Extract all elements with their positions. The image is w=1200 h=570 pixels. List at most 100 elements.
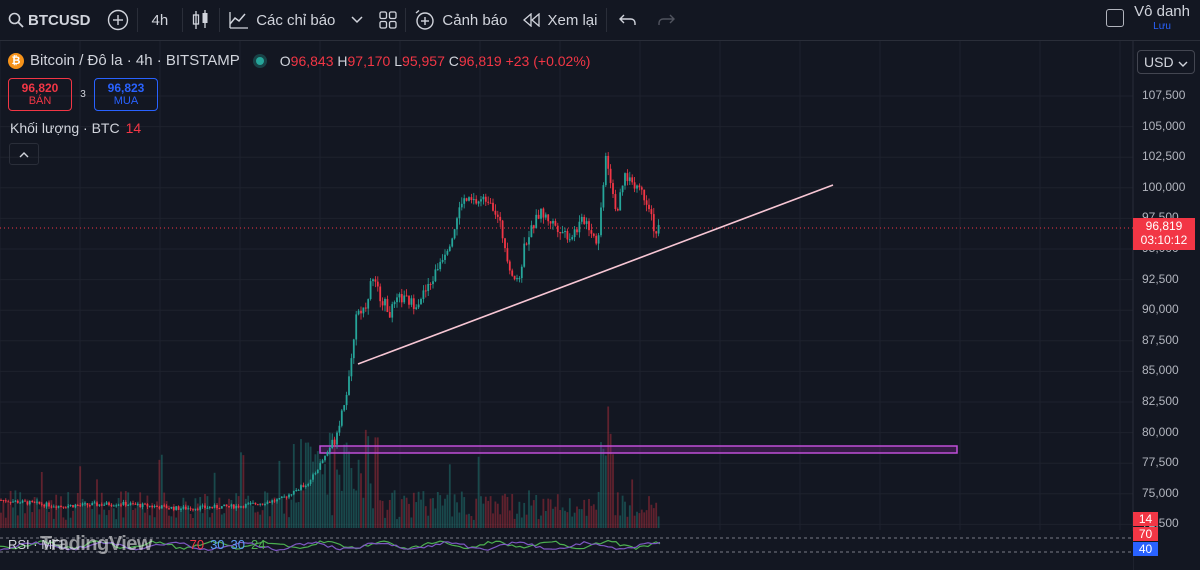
candle-body	[57, 505, 60, 508]
candle-body	[422, 290, 425, 299]
candle-body	[290, 494, 293, 496]
volume-bar	[439, 495, 442, 528]
volume-bar	[74, 503, 77, 528]
volume-bar	[362, 497, 365, 528]
volume-bar	[573, 512, 576, 528]
volume-bar	[496, 503, 499, 528]
volume-bar	[444, 498, 446, 528]
volume-bar	[283, 513, 286, 528]
redo-button[interactable]	[649, 0, 683, 40]
collapse-legend-button[interactable]	[9, 143, 39, 165]
candle-body	[141, 503, 144, 508]
volume-bar	[38, 509, 41, 528]
candle-body	[501, 220, 504, 239]
compare-button[interactable]	[99, 0, 137, 40]
candle-body	[266, 501, 269, 505]
candle-body	[69, 505, 72, 507]
volume-bar	[256, 511, 259, 528]
candle-body	[283, 496, 286, 498]
volume-bar	[264, 491, 266, 528]
candle-body	[16, 500, 19, 503]
volume-legend[interactable]: Khối lượng · BTC 14	[10, 120, 141, 136]
interval-button[interactable]: 4h	[151, 11, 169, 29]
volume-bar	[544, 510, 547, 528]
volume-bar	[105, 515, 108, 528]
layout-checkbox[interactable]	[1106, 8, 1125, 27]
candle-body	[412, 298, 415, 309]
symbol-label: BTCUSD	[28, 11, 91, 29]
bar-countdown: 03:10:12	[1140, 233, 1188, 247]
volume-bar	[556, 494, 559, 528]
toolbar-divider	[136, 8, 138, 32]
candle-body	[33, 501, 36, 503]
volume-bar	[530, 505, 533, 528]
volume-bar	[592, 504, 595, 528]
volume-bar	[100, 492, 103, 528]
chart-type-button[interactable]	[183, 0, 219, 40]
symbol-search[interactable]: BTCUSD	[0, 0, 99, 40]
candlestick-icon	[191, 9, 211, 31]
candle-body	[4, 500, 7, 502]
candle-body	[235, 505, 238, 509]
candle-body	[585, 221, 588, 224]
replay-button[interactable]: Xem lại	[515, 0, 605, 40]
candle-body	[40, 503, 43, 505]
candle-body	[189, 508, 192, 510]
candle-body	[643, 189, 646, 201]
volume-bar	[345, 442, 348, 528]
candle-body	[528, 237, 530, 245]
candle-body	[489, 202, 492, 204]
indicators-button[interactable]: Các chỉ báo	[220, 0, 343, 40]
buy-button[interactable]: 96,823 MUA	[94, 78, 158, 111]
save-button[interactable]: Vô danh Lưu	[1134, 3, 1190, 31]
candle-body	[652, 214, 655, 232]
volume-bar	[336, 469, 338, 528]
undo-button[interactable]	[607, 0, 649, 40]
candle-body	[333, 439, 336, 445]
volume-bar	[352, 488, 355, 528]
volume-bar	[357, 459, 360, 528]
candle-body	[292, 490, 295, 495]
volume-bar	[139, 492, 142, 528]
sell-button[interactable]: 96,820 BÁN	[8, 78, 72, 111]
volume-bar	[566, 512, 569, 528]
candle-body	[583, 216, 586, 224]
candle-body	[112, 505, 115, 507]
rsi-legend[interactable]: RSI · MFI 70 30 30 24	[8, 537, 265, 552]
templates-button[interactable]	[371, 0, 405, 40]
candle-body	[470, 197, 473, 201]
volume-bar	[4, 517, 7, 528]
volume-bar	[204, 493, 206, 528]
candle-body	[244, 504, 247, 508]
volume-bar	[242, 455, 245, 528]
candle-body	[590, 230, 593, 234]
volume-bar	[542, 498, 545, 528]
price-axis-label: 75,000	[1142, 485, 1179, 500]
candle-body	[588, 221, 590, 231]
volume-bar	[348, 451, 350, 528]
candle-body	[96, 502, 98, 506]
indicators-dropdown[interactable]	[343, 0, 371, 40]
candle-body	[379, 286, 382, 302]
candlesticks	[0, 152, 660, 512]
price-chart[interactable]	[0, 41, 1200, 570]
currency-select[interactable]: USD	[1137, 50, 1195, 74]
volume-bar	[331, 515, 334, 528]
toolbar-divider	[605, 8, 607, 32]
candle-body	[0, 499, 2, 501]
candle-body	[168, 508, 170, 510]
volume-bar	[189, 513, 192, 528]
volume-bar	[309, 446, 312, 528]
legend-title[interactable]: Bitcoin / Đô la · 4h · BITSTAMP	[30, 52, 240, 69]
volume-bar	[338, 474, 341, 528]
volume-bar	[31, 512, 34, 528]
volume-bar	[213, 472, 216, 528]
volume-bar	[381, 500, 384, 528]
candle-body	[132, 503, 134, 505]
price-axis-label: 105,000	[1142, 118, 1186, 133]
volume-bar	[225, 505, 228, 528]
volume-bar	[259, 514, 262, 528]
alerts-button[interactable]: Cảnh báo	[406, 0, 515, 40]
candle-body	[177, 506, 180, 510]
volume-bar	[194, 498, 197, 528]
